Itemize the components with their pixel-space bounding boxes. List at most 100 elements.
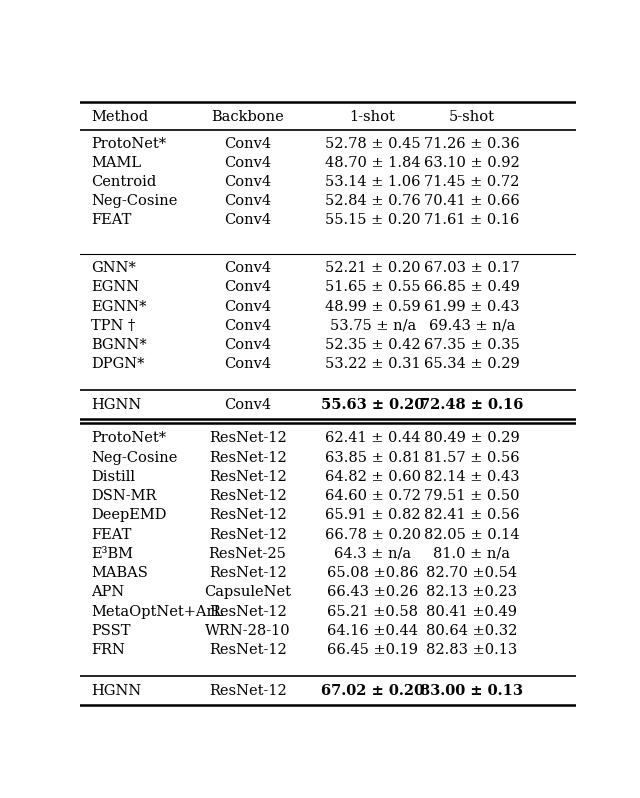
Text: 65.21 ±0.58: 65.21 ±0.58 xyxy=(327,605,418,618)
Text: 53.14 ± 1.06: 53.14 ± 1.06 xyxy=(325,175,420,189)
Text: 65.34 ± 0.29: 65.34 ± 0.29 xyxy=(424,358,520,372)
Text: FRN: FRN xyxy=(91,643,125,658)
Text: Conv4: Conv4 xyxy=(224,358,271,372)
Text: Conv4: Conv4 xyxy=(224,338,271,352)
Text: 79.51 ± 0.50: 79.51 ± 0.50 xyxy=(424,489,520,504)
Text: FEAT: FEAT xyxy=(91,214,131,227)
Text: Conv4: Conv4 xyxy=(224,194,271,208)
Text: PSST: PSST xyxy=(91,624,131,638)
Text: 69.43 ± n/a: 69.43 ± n/a xyxy=(429,319,515,333)
Text: 63.10 ± 0.92: 63.10 ± 0.92 xyxy=(424,156,520,170)
Text: 64.16 ±0.44: 64.16 ±0.44 xyxy=(327,624,418,638)
Text: 82.05 ± 0.14: 82.05 ± 0.14 xyxy=(424,527,520,542)
Text: Conv4: Conv4 xyxy=(224,156,271,170)
Text: 71.45 ± 0.72: 71.45 ± 0.72 xyxy=(424,175,520,189)
Text: APN: APN xyxy=(91,586,124,599)
Text: CapsuleNet: CapsuleNet xyxy=(204,586,291,599)
Text: 66.43 ±0.26: 66.43 ±0.26 xyxy=(327,586,419,599)
Text: 64.3 ± n/a: 64.3 ± n/a xyxy=(334,547,412,561)
Text: TPN †: TPN † xyxy=(91,319,135,333)
Text: Distill: Distill xyxy=(91,470,135,484)
Text: MABAS: MABAS xyxy=(91,566,148,580)
Text: EGNN*: EGNN* xyxy=(91,300,147,314)
Text: 64.82 ± 0.60: 64.82 ± 0.60 xyxy=(324,470,420,484)
Text: 67.02 ± 0.20: 67.02 ± 0.20 xyxy=(321,684,424,698)
Text: 5-shot: 5-shot xyxy=(449,109,495,124)
Text: ResNet-12: ResNet-12 xyxy=(209,470,287,484)
Text: ProtoNet*: ProtoNet* xyxy=(91,432,166,445)
Text: WRN-28-10: WRN-28-10 xyxy=(205,624,291,638)
Text: ResNet-12: ResNet-12 xyxy=(209,508,287,523)
Text: BGNN*: BGNN* xyxy=(91,338,147,352)
Text: 66.85 ± 0.49: 66.85 ± 0.49 xyxy=(424,280,520,294)
Text: 53.75 ± n/a: 53.75 ± n/a xyxy=(330,319,416,333)
Text: E³BM: E³BM xyxy=(91,547,133,561)
Text: Conv4: Conv4 xyxy=(224,136,271,151)
Text: 81.0 ± n/a: 81.0 ± n/a xyxy=(433,547,510,561)
Text: 48.99 ± 0.59: 48.99 ± 0.59 xyxy=(325,300,420,314)
Text: 67.35 ± 0.35: 67.35 ± 0.35 xyxy=(424,338,520,352)
Text: 64.60 ± 0.72: 64.60 ± 0.72 xyxy=(324,489,420,504)
Text: Conv4: Conv4 xyxy=(224,214,271,227)
Text: 61.99 ± 0.43: 61.99 ± 0.43 xyxy=(424,300,520,314)
Text: FEAT: FEAT xyxy=(91,527,131,542)
Text: 52.84 ± 0.76: 52.84 ± 0.76 xyxy=(324,194,420,208)
Text: 52.21 ± 0.20: 52.21 ± 0.20 xyxy=(325,261,420,275)
Text: 66.45 ±0.19: 66.45 ±0.19 xyxy=(327,643,418,658)
Text: GNN*: GNN* xyxy=(91,261,136,275)
Text: HGNN: HGNN xyxy=(91,398,141,413)
Text: Conv4: Conv4 xyxy=(224,398,271,413)
Text: 1-shot: 1-shot xyxy=(349,109,396,124)
Text: 67.03 ± 0.17: 67.03 ± 0.17 xyxy=(424,261,520,275)
Text: 51.65 ± 0.55: 51.65 ± 0.55 xyxy=(325,280,420,294)
Text: Conv4: Conv4 xyxy=(224,300,271,314)
Text: 52.35 ± 0.42: 52.35 ± 0.42 xyxy=(325,338,420,352)
Text: ResNet-12: ResNet-12 xyxy=(209,643,287,658)
Text: Neg-Cosine: Neg-Cosine xyxy=(91,194,177,208)
Text: Neg-Cosine: Neg-Cosine xyxy=(91,451,177,464)
Text: 55.15 ± 0.20: 55.15 ± 0.20 xyxy=(325,214,420,227)
Text: EGNN: EGNN xyxy=(91,280,139,294)
Text: 71.61 ± 0.16: 71.61 ± 0.16 xyxy=(424,214,520,227)
Text: 55.63 ± 0.20: 55.63 ± 0.20 xyxy=(321,398,424,413)
Text: 63.85 ± 0.81: 63.85 ± 0.81 xyxy=(324,451,420,464)
Text: Backbone: Backbone xyxy=(211,109,284,124)
Text: 70.41 ± 0.66: 70.41 ± 0.66 xyxy=(424,194,520,208)
Text: 65.91 ± 0.82: 65.91 ± 0.82 xyxy=(325,508,420,523)
Text: ResNet-12: ResNet-12 xyxy=(209,432,287,445)
Text: HGNN: HGNN xyxy=(91,684,141,698)
Text: 80.64 ±0.32: 80.64 ±0.32 xyxy=(426,624,518,638)
Text: 82.83 ±0.13: 82.83 ±0.13 xyxy=(426,643,518,658)
Text: ResNet-25: ResNet-25 xyxy=(209,547,287,561)
Text: Centroid: Centroid xyxy=(91,175,156,189)
Text: 65.08 ±0.86: 65.08 ±0.86 xyxy=(327,566,419,580)
Text: Conv4: Conv4 xyxy=(224,261,271,275)
Text: ResNet-12: ResNet-12 xyxy=(209,684,287,698)
Text: 48.70 ± 1.84: 48.70 ± 1.84 xyxy=(325,156,420,170)
Text: 82.41 ± 0.56: 82.41 ± 0.56 xyxy=(424,508,520,523)
Text: 83.00 ± 0.13: 83.00 ± 0.13 xyxy=(420,684,524,698)
Text: Conv4: Conv4 xyxy=(224,280,271,294)
Text: Conv4: Conv4 xyxy=(224,175,271,189)
Text: Conv4: Conv4 xyxy=(224,319,271,333)
Text: 80.41 ±0.49: 80.41 ±0.49 xyxy=(426,605,517,618)
Text: MAML: MAML xyxy=(91,156,141,170)
Text: ResNet-12: ResNet-12 xyxy=(209,605,287,618)
Text: Method: Method xyxy=(91,109,148,124)
Text: DSN-MR: DSN-MR xyxy=(91,489,156,504)
Text: DPGN*: DPGN* xyxy=(91,358,145,372)
Text: 66.78 ± 0.20: 66.78 ± 0.20 xyxy=(324,527,420,542)
Text: ProtoNet*: ProtoNet* xyxy=(91,136,166,151)
Text: ResNet-12: ResNet-12 xyxy=(209,451,287,464)
Text: 81.57 ± 0.56: 81.57 ± 0.56 xyxy=(424,451,520,464)
Text: ResNet-12: ResNet-12 xyxy=(209,566,287,580)
Text: 71.26 ± 0.36: 71.26 ± 0.36 xyxy=(424,136,520,151)
Text: 80.49 ± 0.29: 80.49 ± 0.29 xyxy=(424,432,520,445)
Text: ResNet-12: ResNet-12 xyxy=(209,527,287,542)
Text: MetaOptNet+ArL: MetaOptNet+ArL xyxy=(91,605,223,618)
Text: 82.14 ± 0.43: 82.14 ± 0.43 xyxy=(424,470,520,484)
Text: ResNet-12: ResNet-12 xyxy=(209,489,287,504)
Text: 62.41 ± 0.44: 62.41 ± 0.44 xyxy=(325,432,420,445)
Text: 72.48 ± 0.16: 72.48 ± 0.16 xyxy=(420,398,524,413)
Text: 82.13 ±0.23: 82.13 ±0.23 xyxy=(426,586,517,599)
